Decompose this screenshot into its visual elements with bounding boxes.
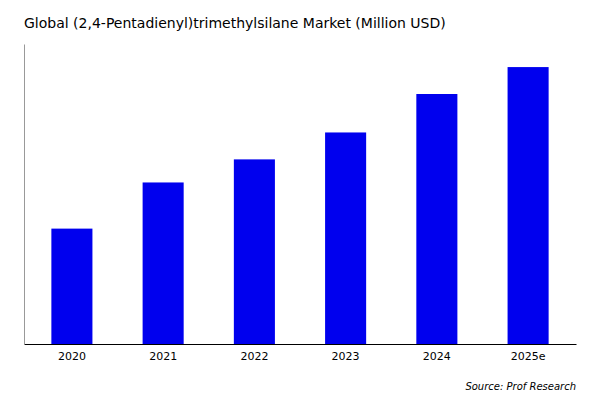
x-tick-label: 2021 xyxy=(149,350,177,363)
chart-svg: 2020 2021 2022 2023 2024 2025e Global (2,4-Pen… xyxy=(0,0,600,400)
source-annotation: Source: Prof Research xyxy=(465,381,576,392)
y-axis-line xyxy=(24,45,25,345)
x-tick: 2022 xyxy=(240,344,268,363)
title: Global (2,4-Pentadienyl)trimethylsilane … xyxy=(24,15,446,31)
chart-container: 2020 2021 2022 2023 2024 2025e Global (2,4-Pen… xyxy=(0,0,600,400)
x-tick: 2021 xyxy=(149,344,177,363)
bar xyxy=(508,67,549,344)
bar xyxy=(51,229,92,344)
x-axis: 2020 2021 2022 2023 2024 2025e xyxy=(25,344,577,363)
x-tick-label: 2022 xyxy=(240,350,268,363)
bar xyxy=(143,182,184,344)
x-tick: 2024 xyxy=(423,344,451,363)
x-tick-label: 2020 xyxy=(58,350,86,363)
x-tick: 2023 xyxy=(332,344,360,363)
x-tick-label: 2025e xyxy=(511,350,546,363)
x-axis-line xyxy=(25,344,577,345)
x-tick: 2020 xyxy=(58,344,86,363)
bars xyxy=(51,67,548,344)
bar xyxy=(325,132,366,344)
x-tick: 2025e xyxy=(511,344,546,363)
x-tick-label: 2023 xyxy=(332,350,360,363)
plot-area: 2020 2021 2022 2023 2024 2025e xyxy=(25,45,577,363)
bar xyxy=(416,94,457,344)
x-tick-label: 2024 xyxy=(423,350,451,363)
bar xyxy=(234,159,275,344)
y-axis xyxy=(24,45,25,345)
